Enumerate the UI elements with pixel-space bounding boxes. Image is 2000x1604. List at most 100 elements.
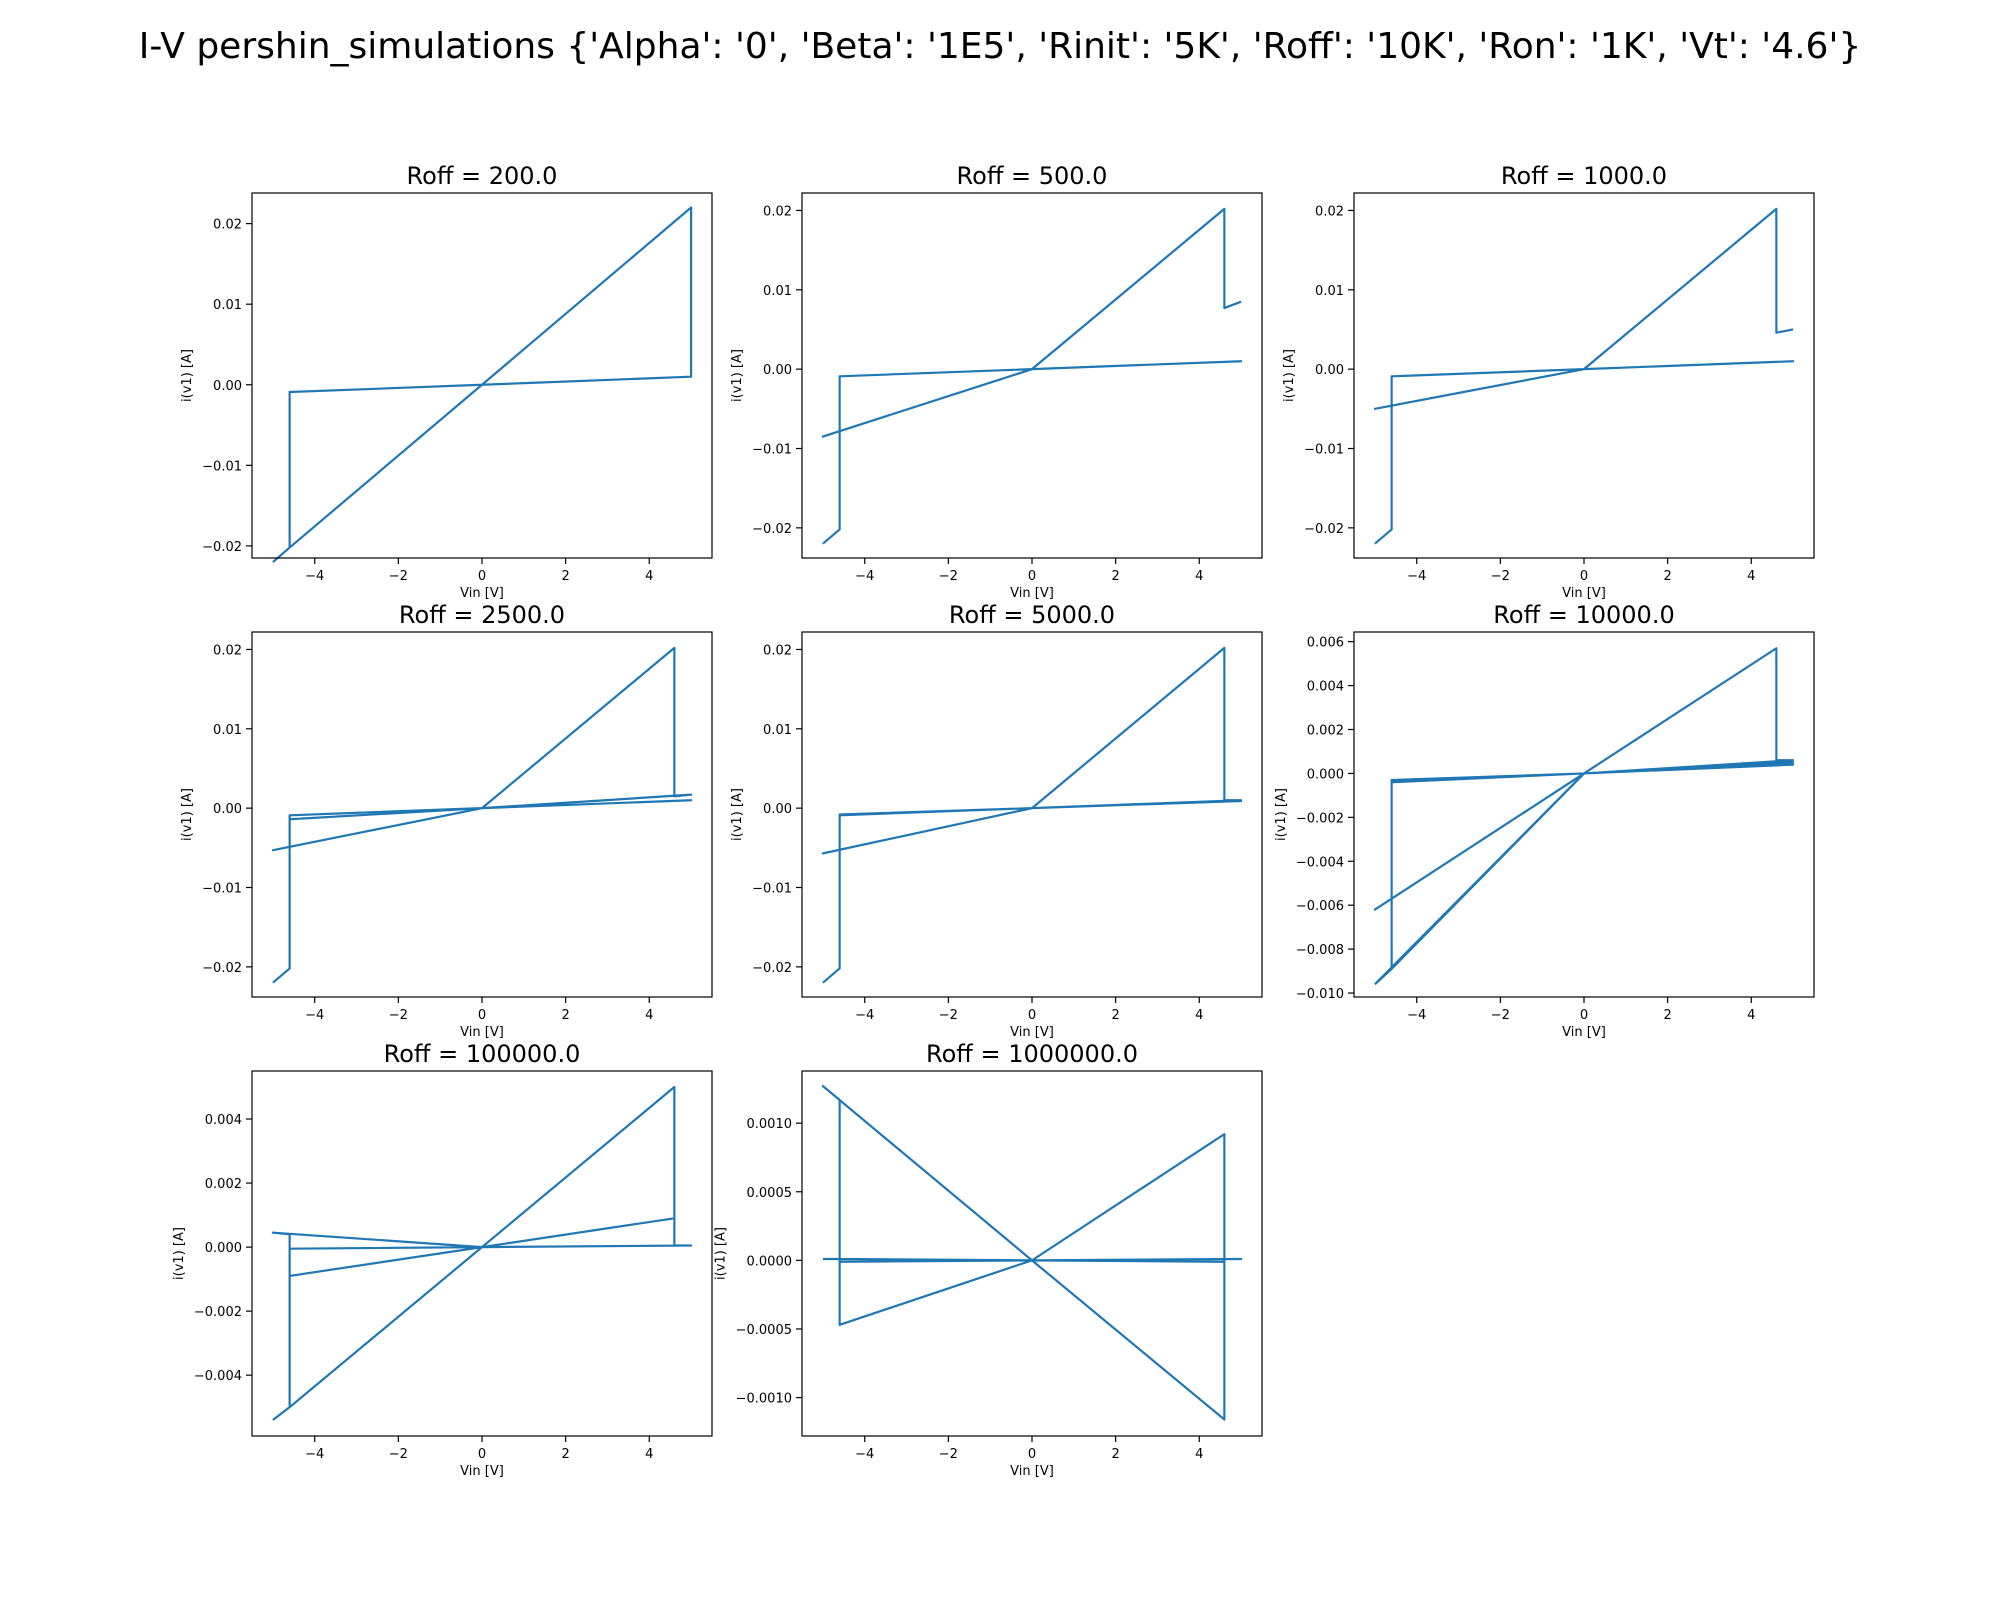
x-tick-label: −4: [855, 1447, 874, 1462]
x-tick-label: −2: [1491, 569, 1510, 584]
x-tick-label: −2: [389, 1008, 408, 1023]
y-tick-label: 0.004: [1307, 680, 1344, 695]
x-tick-label: 4: [1195, 569, 1203, 584]
y-tick-label: −0.006: [1296, 899, 1344, 914]
x-tick-label: 0: [1028, 569, 1036, 584]
x-axis-label: Vin [V]: [460, 1464, 504, 1479]
y-tick-label: 0.000: [205, 1241, 242, 1256]
y-tick-label: 0.01: [213, 298, 242, 313]
subplot-4: −4 −2 0 2 4 −0.02 −0.01 0.00 0.01 0.02 Roff = 2500…: [180, 601, 713, 1040]
y-tick-label: 0.002: [205, 1177, 242, 1192]
y-axis-label: i(v1) [A]: [180, 788, 195, 841]
y-tick-label: 0.02: [213, 218, 242, 233]
y-tick-label: 0.02: [1315, 204, 1344, 219]
x-tick-label: 2: [1111, 569, 1119, 584]
y-tick-label: 0.00: [763, 363, 792, 378]
subplot-title: Roff = 500.0: [957, 162, 1108, 190]
y-axis-label: i(v1) [A]: [1282, 349, 1297, 402]
subplot-title: Roff = 200.0: [407, 162, 558, 190]
y-tick-label: −0.004: [194, 1369, 242, 1384]
x-tick-label: 2: [561, 1447, 569, 1462]
y-tick-label: 0.0010: [747, 1117, 793, 1132]
x-tick-label: 2: [1111, 1008, 1119, 1023]
y-tick-label: −0.02: [1304, 522, 1344, 537]
x-tick-label: −4: [1407, 1008, 1426, 1023]
y-tick-label: 0.004: [205, 1113, 242, 1128]
x-tick-label: −4: [305, 1447, 324, 1462]
x-tick-label: 0: [1580, 569, 1588, 584]
figure-title: I-V pershin_simulations {'Alpha': '0', '…: [139, 26, 1862, 67]
y-tick-label: 0.00: [1315, 363, 1344, 378]
y-tick-label: −0.008: [1296, 943, 1344, 958]
y-tick-label: −0.01: [752, 443, 792, 458]
x-tick-label: −2: [939, 1008, 958, 1023]
x-tick-label: 2: [1663, 569, 1671, 584]
subplot-title: Roff = 1000000.0: [926, 1040, 1138, 1068]
x-tick-label: 4: [1195, 1447, 1203, 1462]
y-tick-label: −0.01: [202, 459, 242, 474]
x-axis-label: Vin [V]: [460, 1025, 504, 1040]
x-axis-label: Vin [V]: [1562, 1025, 1606, 1040]
subplot-3: −4 −2 0 2 4 −0.02 −0.01 0.00 0.01 0.02 Roff = 1000…: [1282, 162, 1815, 601]
y-tick-label: −0.02: [202, 540, 242, 555]
y-tick-label: −0.01: [752, 882, 792, 897]
y-axis-label: i(v1) [A]: [714, 1227, 729, 1280]
y-tick-label: −0.02: [752, 522, 792, 537]
x-tick-label: 4: [1747, 569, 1755, 584]
series-line: [821, 646, 1243, 984]
subplot-title: Roff = 10000.0: [1493, 601, 1674, 629]
y-tick-label: −0.002: [194, 1305, 242, 1320]
x-tick-label: −2: [1491, 1008, 1510, 1023]
x-tick-label: −4: [305, 569, 324, 584]
x-tick-label: 2: [1663, 1008, 1671, 1023]
y-tick-label: −0.02: [202, 961, 242, 976]
x-tick-label: −4: [855, 569, 874, 584]
y-axis-label: i(v1) [A]: [730, 349, 745, 402]
x-tick-label: 0: [478, 1447, 486, 1462]
y-tick-label: −0.0005: [736, 1323, 792, 1338]
y-axis-label: i(v1) [A]: [730, 788, 745, 841]
x-tick-label: −2: [939, 569, 958, 584]
x-axis-label: Vin [V]: [1010, 586, 1054, 601]
y-tick-label: −0.01: [1304, 443, 1344, 458]
y-tick-label: −0.004: [1296, 855, 1344, 870]
x-tick-label: 2: [561, 569, 569, 584]
subplot-7: −4 −2 0 2 4 −0.004 −0.002 0.000 0.002 0.004 Roff =…: [172, 1040, 713, 1479]
x-tick-label: 2: [561, 1008, 569, 1023]
y-tick-label: −0.0010: [736, 1392, 792, 1407]
series-line: [271, 1085, 693, 1421]
x-tick-label: 2: [1111, 1447, 1119, 1462]
series-line: [272, 206, 693, 563]
series-line: [1373, 647, 1795, 986]
x-axis-label: Vin [V]: [1562, 586, 1606, 601]
x-tick-label: 4: [1747, 1008, 1755, 1023]
subplot-title: Roff = 100000.0: [384, 1040, 581, 1068]
y-axis-label: i(v1) [A]: [1274, 788, 1289, 841]
subplot-title: Roff = 5000.0: [949, 601, 1115, 629]
subplot-1: −4 −2 0 2 4 −0.02 −0.01 0.00 0.01 0.02 Roff = 200.…: [180, 162, 713, 601]
y-tick-label: 0.01: [1315, 284, 1344, 299]
series-line: [271, 646, 693, 984]
x-tick-label: 0: [1028, 1447, 1036, 1462]
subplot-title: Roff = 2500.0: [399, 601, 565, 629]
subplot-title: Roff = 1000.0: [1501, 162, 1667, 190]
x-tick-label: 4: [645, 569, 653, 584]
subplot-grid: −4 −2 0 2 4 −0.02 −0.01 0.00 0.01 0.02 Roff = 200.…: [172, 162, 1815, 1479]
x-axis-label: Vin [V]: [1010, 1025, 1054, 1040]
x-tick-label: 0: [478, 569, 486, 584]
y-tick-label: 0.006: [1307, 636, 1344, 651]
x-axis-label: Vin [V]: [1010, 1464, 1054, 1479]
series-line: [1373, 207, 1795, 545]
x-tick-label: −4: [1407, 569, 1426, 584]
y-tick-label: 0.00: [763, 802, 792, 817]
y-tick-label: −0.002: [1296, 811, 1344, 826]
y-tick-label: 0.02: [213, 643, 242, 658]
y-tick-label: 0.02: [763, 643, 792, 658]
subplot-8: −4 −2 0 2 4 −0.0010 −0.0005 0.0000 0.0005 0.0010 R…: [714, 1040, 1263, 1479]
x-tick-label: −2: [389, 1447, 408, 1462]
x-tick-label: −2: [389, 569, 408, 584]
x-tick-label: −4: [855, 1008, 874, 1023]
